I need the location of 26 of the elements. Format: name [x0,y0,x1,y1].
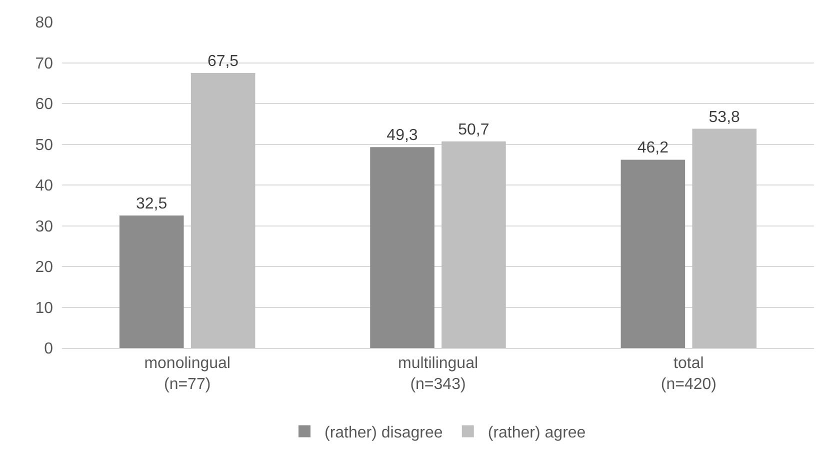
bar [190,72,256,348]
legend-label: (rather) disagree [324,424,443,442]
y-tick-label: 70 [35,55,54,72]
bar [370,147,434,348]
legend-label: (rather) agree [488,424,586,442]
bar [442,141,506,348]
y-tick-label: 50 [35,136,54,154]
x-tick-label: total (n=420) [660,355,716,393]
bar [692,128,757,348]
y-tick-label: 20 [35,259,54,276]
bar [620,160,686,348]
y-tick-label: 0 [44,340,54,358]
y-tick-label: 30 [35,218,54,236]
y-tick-label: 80 [35,14,54,32]
x-tick-label: monolingual (n=77) [144,355,230,393]
bar [119,216,184,348]
data-label: 50,7 [458,121,490,138]
y-tick-label: 40 [35,178,54,195]
x-tick-label: multilingual (n=343) [398,355,478,393]
data-label: 32,5 [136,196,168,213]
y-tick-label: 10 [35,300,54,317]
data-label: 46,2 [637,140,669,157]
data-label: 67,5 [207,52,239,70]
y-tick-label: 60 [35,96,54,114]
data-label: 53,8 [708,108,740,126]
data-label: 49,3 [386,127,418,144]
